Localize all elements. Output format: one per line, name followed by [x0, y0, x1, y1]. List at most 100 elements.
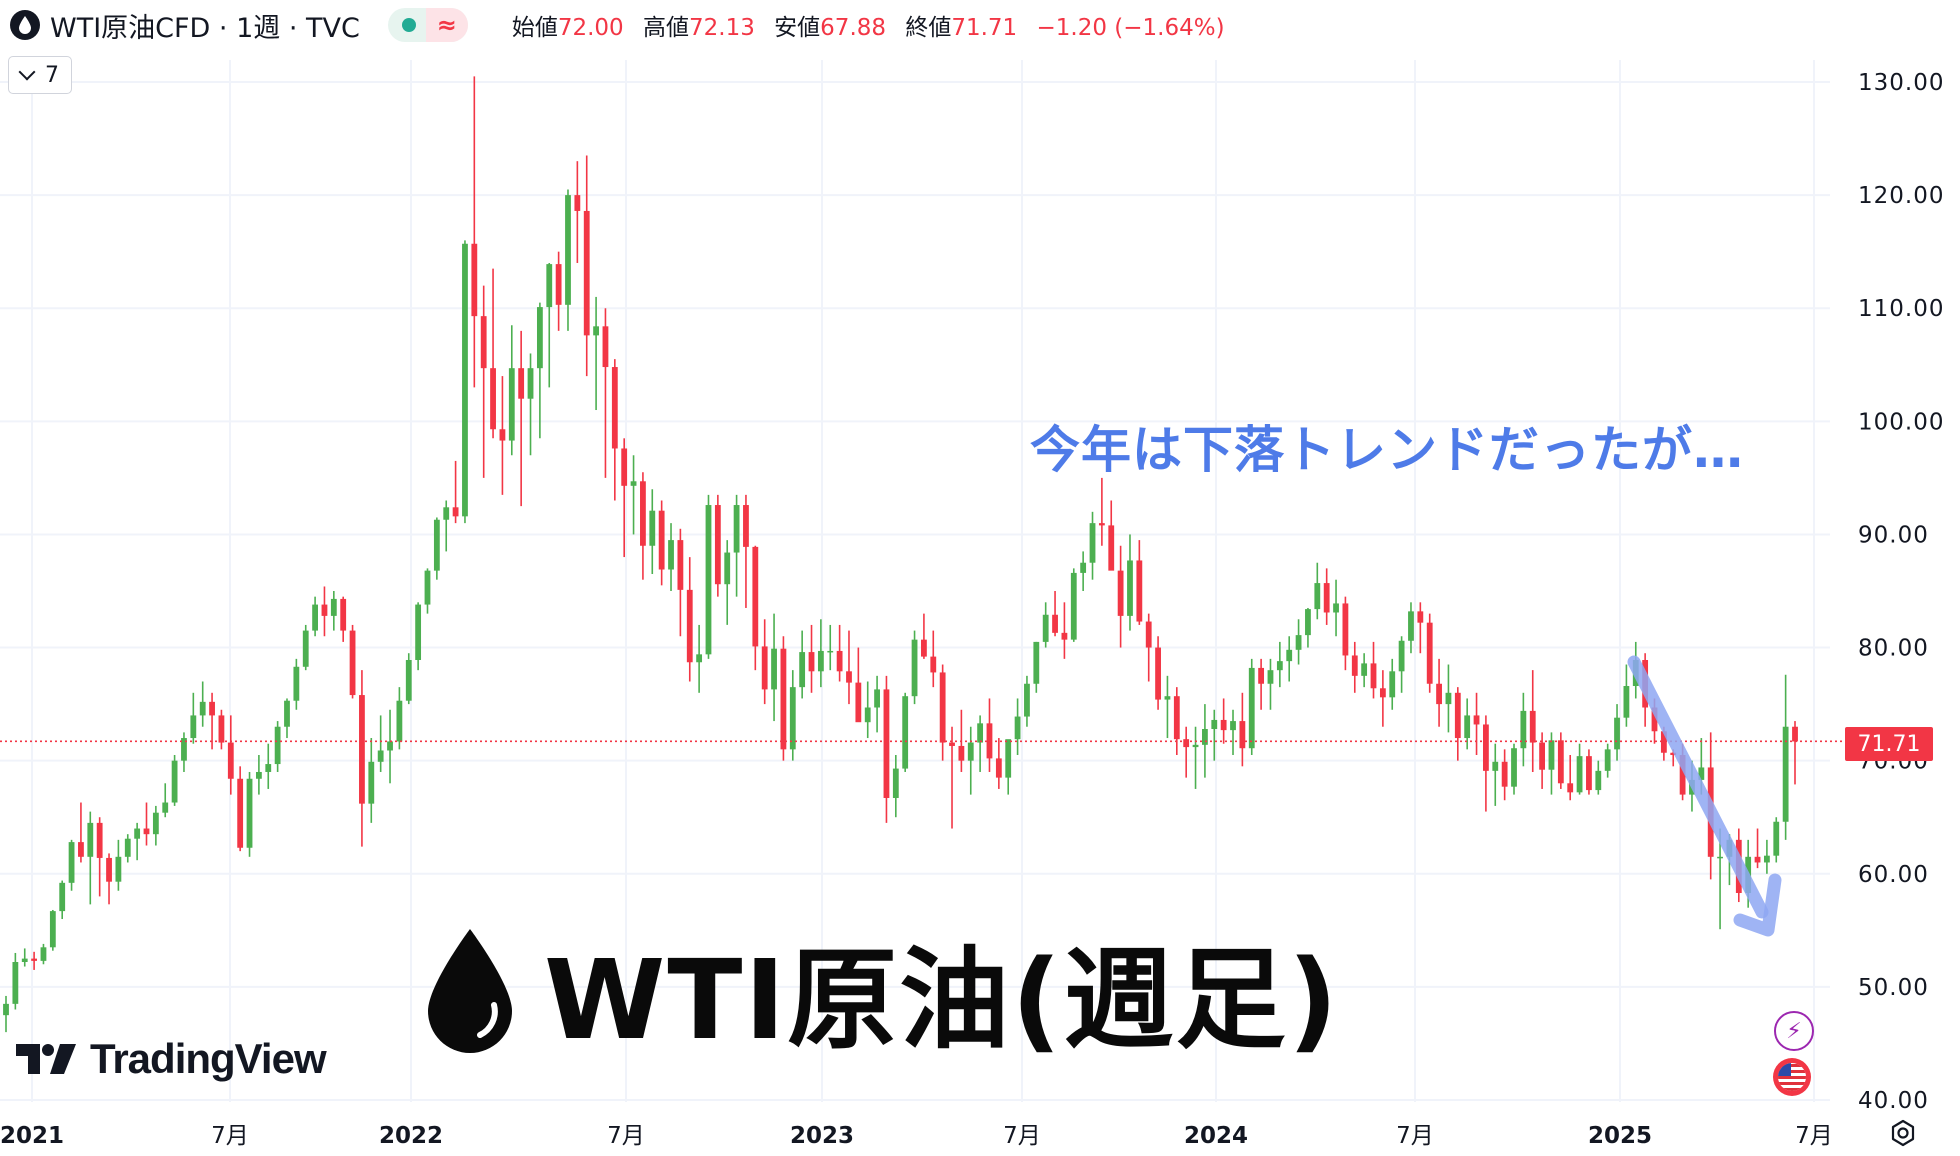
candles	[3, 76, 1798, 1033]
candle	[1155, 636, 1161, 710]
candle	[1342, 596, 1349, 671]
price-axis[interactable]: 40.0050.0060.0070.0080.0090.00100.00110.…	[1858, 70, 1944, 1114]
candle	[31, 951, 38, 970]
candle	[1164, 675, 1171, 739]
candle	[817, 619, 824, 688]
tradingview-logo-icon	[16, 1044, 76, 1074]
candle	[630, 455, 637, 535]
candle	[1351, 641, 1358, 693]
candle	[583, 155, 590, 377]
candle	[1398, 636, 1405, 693]
high-label: 高値	[643, 15, 689, 41]
x-tick-label: 2024	[1184, 1123, 1248, 1149]
candle	[892, 755, 899, 818]
candle	[1033, 641, 1040, 693]
candle	[1370, 641, 1377, 699]
candle	[668, 523, 674, 591]
y-tick-label: 40.00	[1858, 1088, 1929, 1114]
candle	[1145, 613, 1152, 682]
candle	[902, 692, 909, 772]
candle	[12, 952, 19, 1010]
trend-arrow	[1627, 655, 1782, 937]
symbol-title[interactable]: WTI原油CFD · 1週 · TVC	[50, 12, 360, 44]
candle	[1089, 511, 1096, 580]
candle	[115, 839, 122, 891]
candle	[49, 909, 56, 951]
candle	[1567, 755, 1574, 801]
time-axis[interactable]: 2021 7月 2022 7月 2023 7月 2024 7月 2025 7月	[0, 1123, 1833, 1149]
low-label: 安値	[774, 15, 821, 41]
candle	[143, 802, 150, 846]
candle	[1295, 619, 1302, 665]
candle	[1483, 715, 1489, 812]
x-tick-label: 7月	[1396, 1123, 1434, 1149]
candle	[1763, 839, 1770, 874]
candle	[227, 715, 234, 795]
candle	[499, 376, 506, 495]
candle	[1773, 817, 1780, 863]
candle	[274, 721, 281, 772]
chevron-down-icon	[18, 63, 36, 81]
candle	[284, 698, 290, 739]
y-tick-label: 60.00	[1858, 862, 1929, 888]
candle	[1239, 692, 1246, 767]
candle	[1042, 602, 1049, 648]
candle	[1548, 732, 1555, 795]
candle	[246, 771, 253, 857]
candle	[59, 880, 66, 920]
candle	[1005, 739, 1012, 795]
candle	[368, 738, 375, 823]
candle	[874, 675, 880, 733]
market-status-badge[interactable]: ≈	[387, 8, 468, 42]
candle	[490, 268, 496, 439]
tradingview-logo-text: TradingView	[90, 1035, 327, 1082]
candle	[705, 494, 712, 659]
gear-icon[interactable]	[1888, 1118, 1918, 1148]
market-status-dot-icon	[401, 18, 416, 32]
candle	[302, 624, 309, 671]
candle	[602, 308, 609, 478]
candle	[162, 783, 169, 818]
candle	[199, 681, 206, 727]
candle	[396, 687, 403, 750]
us-flag-icon[interactable]	[1773, 1058, 1811, 1096]
last-price-tag: 71.71	[1845, 727, 1933, 761]
candle	[87, 811, 94, 905]
candle	[134, 822, 141, 861]
candle	[593, 296, 599, 411]
indicator-toggle-button[interactable]: 7	[8, 56, 72, 94]
candle	[1408, 602, 1414, 654]
candle	[1623, 664, 1630, 727]
candle	[480, 285, 487, 478]
candle	[405, 653, 412, 705]
candle	[1286, 636, 1293, 682]
candle	[433, 517, 440, 580]
candle	[209, 692, 215, 750]
candle	[1258, 658, 1265, 710]
candle	[546, 262, 553, 388]
candle	[518, 330, 525, 507]
overlay-title-text: WTI原油(週足)	[544, 936, 1340, 1064]
candle	[836, 624, 843, 682]
candle	[995, 738, 1002, 789]
candle	[1492, 743, 1499, 806]
candle	[1323, 568, 1330, 625]
candle	[1136, 540, 1143, 625]
candle	[789, 670, 796, 761]
candle	[1061, 602, 1068, 659]
candle	[1595, 760, 1602, 795]
flash-icon[interactable]: ⚡	[1774, 1011, 1814, 1051]
tradingview-logo[interactable]: TradingView	[16, 1035, 327, 1083]
candle	[1305, 607, 1311, 648]
candle	[977, 715, 984, 772]
candle	[555, 251, 562, 331]
candle	[921, 613, 927, 659]
candle	[1473, 692, 1480, 756]
x-tick-label: 2021	[0, 1123, 64, 1149]
x-tick-label: 2022	[379, 1123, 443, 1149]
candle	[1520, 692, 1527, 767]
candle	[1098, 477, 1105, 546]
chart-header: WTI原油CFD · 1週 · TVC ≈ 始値72.00 高値72.13 安値…	[0, 0, 1225, 50]
candle	[106, 853, 112, 905]
